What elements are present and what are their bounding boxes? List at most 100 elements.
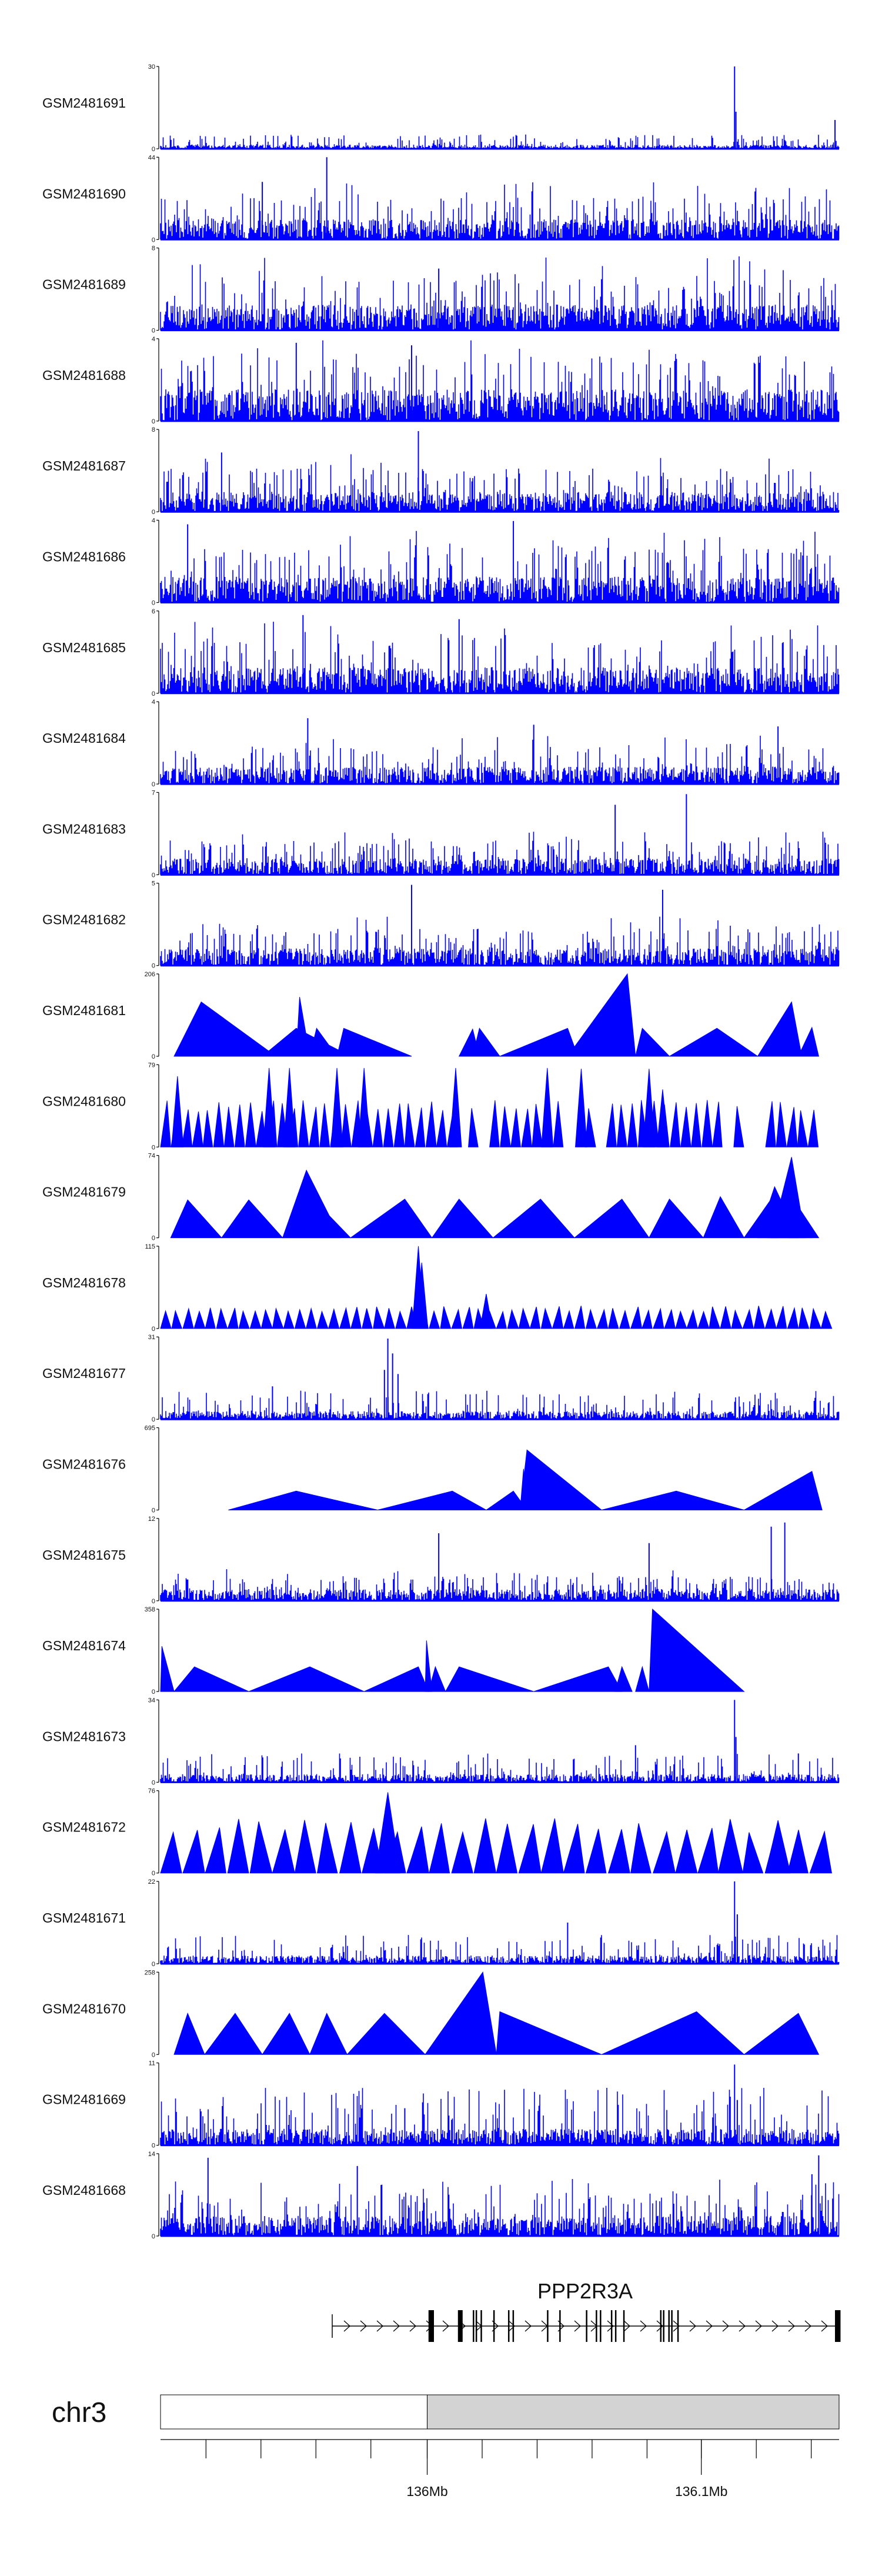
signal-peak (340, 1104, 352, 1147)
track-label: GSM2481690 (42, 186, 126, 201)
signal-peak (489, 1100, 500, 1147)
y-max-label: 30 (148, 64, 155, 71)
signal-peak (742, 1309, 754, 1329)
track-GSM2481682: GSM2481682 5 0 (42, 880, 840, 970)
signal-peak (606, 1103, 617, 1147)
signal-peak (205, 1827, 226, 1874)
strand-chevron (393, 2320, 400, 2332)
y-min-label: 0 (152, 146, 155, 153)
signal-peak (328, 1307, 340, 1329)
signal-peak (616, 1105, 627, 1147)
track-GSM2481683: GSM2481683 7 0 (42, 789, 840, 879)
track-label: GSM2481682 (42, 912, 126, 927)
signal-peak (358, 1067, 370, 1147)
signal-peak (298, 1100, 309, 1147)
track-GSM2481685: GSM2481685 6 0 (42, 608, 840, 698)
chromosome-label: chr3 (52, 2397, 106, 2428)
track-GSM2481686: GSM2481686 4 0 (42, 518, 840, 607)
signal-peak (697, 1310, 710, 1329)
signal-peak (770, 1027, 799, 1057)
y-max-label: 79 (148, 1062, 155, 1069)
track-label: GSM2481674 (42, 1638, 126, 1653)
signal-bars (160, 530, 840, 603)
track-GSM2481678: GSM2481678 115 0 (42, 1243, 833, 1333)
signal-peak (563, 1310, 574, 1329)
track-label: GSM2481672 (42, 1820, 126, 1835)
strand-chevron (771, 2320, 779, 2332)
strand-chevron (673, 2320, 680, 2332)
signal-peak (245, 1102, 256, 1147)
track-label: GSM2481670 (42, 2001, 126, 2016)
signal-peak (764, 1308, 777, 1329)
y-max-label: 6 (152, 608, 155, 615)
y-min-label: 0 (152, 328, 155, 335)
signal-peak (462, 1307, 474, 1329)
signal-peak (720, 1306, 731, 1329)
y-min-label: 0 (152, 1598, 155, 1605)
track-label: GSM2481691 (42, 95, 126, 111)
signal-peak (425, 1971, 497, 2055)
signal-peak (787, 1196, 820, 1239)
signal-peak (160, 1646, 175, 1692)
track-GSM2481669: GSM2481669 11 0 (42, 2060, 840, 2150)
signal-peak (316, 1823, 338, 1874)
signal-peak (567, 973, 636, 1057)
signal-peak (171, 1076, 184, 1147)
signal-peak (608, 1308, 619, 1329)
track-label: GSM2481683 (42, 821, 126, 836)
signal-peak (263, 1067, 276, 1147)
signal-peak (521, 1109, 532, 1147)
strand-chevron (821, 2320, 828, 2332)
signal-peak (248, 1666, 365, 1692)
chromosome-ideogram: chr3 (52, 2394, 840, 2430)
signal-peak (520, 1449, 603, 1510)
signal-bars (160, 134, 840, 149)
y-max-label: 4 (152, 518, 155, 525)
track-label: GSM2481678 (42, 1275, 126, 1290)
signal-peak (573, 1199, 650, 1239)
signal-peak (445, 1666, 534, 1692)
signal-peak (575, 1069, 587, 1147)
signal-peak (765, 1101, 776, 1147)
signal-peak (173, 2012, 205, 2055)
signal-peak (429, 1823, 450, 1874)
y-min-label: 0 (152, 781, 155, 788)
signal-peak (686, 1309, 699, 1329)
signal-peak (584, 1108, 596, 1147)
signal-peak (309, 1027, 338, 1057)
signal-peak (205, 1307, 216, 1329)
y-max-label: 4 (152, 699, 155, 706)
signal-peak (160, 1100, 171, 1147)
signal-peak (223, 1106, 235, 1147)
y-max-label: 12 (148, 1516, 155, 1523)
strand-chevron (623, 2320, 630, 2332)
signal-peak (717, 1820, 743, 1874)
gene-exon-thick (457, 2310, 463, 2342)
y-min-label: 0 (152, 1416, 155, 1423)
signal-peak (451, 1308, 463, 1329)
signal-peak (228, 1490, 378, 1510)
y-max-label: 115 (145, 1243, 155, 1250)
signal-peak (743, 1470, 823, 1510)
strand-chevron (574, 2320, 581, 2332)
signal-peak (614, 1666, 633, 1692)
signal-peak (296, 997, 310, 1057)
signal-peak (346, 2013, 426, 2055)
signal-peak (627, 1103, 638, 1147)
signal-peak (649, 1198, 704, 1239)
ideogram-band-light (160, 2394, 428, 2430)
signal-peak (415, 1107, 426, 1147)
track-label: GSM2481689 (42, 277, 126, 292)
track-label: GSM2481673 (42, 1729, 126, 1744)
signal-peak (377, 1490, 487, 1510)
signal-peak (786, 1107, 798, 1147)
signal-peak (202, 1110, 213, 1147)
track-label: GSM2481669 (42, 2092, 126, 2107)
signal-peak (406, 1826, 429, 1874)
track-label: GSM2481679 (42, 1184, 126, 1200)
signal-peak (171, 1309, 183, 1329)
signal-peak (743, 2013, 820, 2055)
signal-peak (731, 1309, 743, 1329)
signal-peak (213, 1102, 225, 1147)
